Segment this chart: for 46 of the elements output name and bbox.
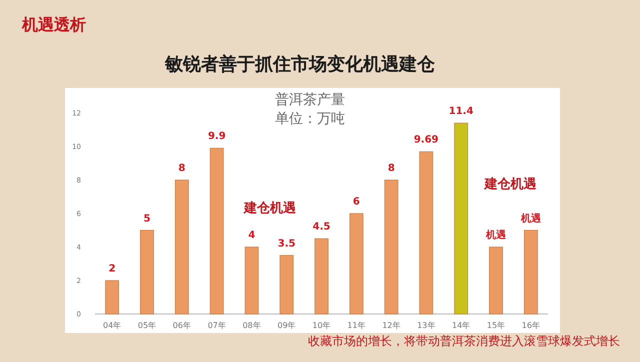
x-tick-label: 04年 (103, 321, 122, 330)
bar (524, 230, 538, 314)
y-axis-title: 单位：万吨 (275, 111, 345, 127)
annotation: 建仓机遇 (242, 201, 297, 216)
x-tick-label: 13年 (417, 321, 436, 330)
data-label: 机遇 (485, 229, 507, 241)
bar (244, 246, 259, 314)
annotation: 建仓机遇 (484, 177, 538, 192)
bar (210, 148, 224, 314)
x-tick-label: 10年 (312, 321, 331, 330)
x-tick-label: 09年 (278, 321, 296, 330)
data-label: 4 (248, 230, 256, 241)
bar (314, 238, 328, 314)
data-label: 11.4 (448, 106, 474, 118)
bar (280, 255, 294, 314)
x-tick-label: 15年 (486, 321, 506, 330)
data-label: 9.9 (208, 131, 226, 142)
chart-subtitle: 普洱茶产量 (275, 91, 345, 108)
x-tick-label: 11年 (347, 321, 366, 330)
x-tick-label: 06年 (172, 321, 191, 330)
x-tick-label: 12年 (382, 321, 400, 330)
x-tick-label: 05年 (138, 321, 156, 330)
data-label: 机遇 (520, 212, 542, 224)
data-label: 6 (352, 196, 360, 208)
text: 收藏市场的增长，将带动普洱茶消费进入滚雪球爆发式增长 (308, 334, 620, 348)
x-tick-label: 07年 (208, 321, 226, 330)
bar (419, 151, 434, 314)
data-label: 4.5 (312, 222, 330, 233)
x-tick-label: 08年 (242, 321, 261, 330)
bar (140, 230, 154, 314)
bar (454, 122, 468, 314)
bar (105, 280, 120, 314)
x-tick-label: 16年 (522, 321, 540, 330)
text: 机遇透析 (21, 15, 86, 34)
data-label: 3.5 (278, 238, 296, 250)
data-label: 8 (178, 163, 186, 174)
bar (349, 213, 364, 314)
data-label: 8 (388, 163, 395, 174)
data-label: 5 (144, 213, 151, 224)
x-tick-label: 14年 (452, 321, 470, 330)
bar (384, 180, 398, 314)
data-label: 2 (108, 264, 116, 274)
chart-title: 敏锐者善于抓住市场变化机遇建仓 (164, 54, 436, 75)
data-label: 9.69 (414, 134, 439, 146)
bar (489, 246, 503, 314)
bar (174, 180, 189, 314)
